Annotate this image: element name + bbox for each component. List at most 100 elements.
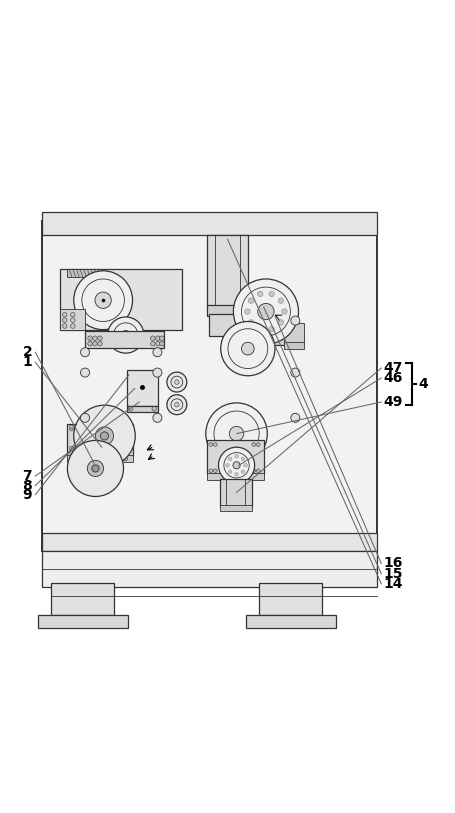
Bar <box>259 583 323 615</box>
Bar <box>207 441 264 474</box>
Circle shape <box>258 303 274 320</box>
Circle shape <box>62 318 67 323</box>
Circle shape <box>74 425 78 428</box>
Circle shape <box>62 312 67 317</box>
Circle shape <box>245 309 250 315</box>
Bar <box>85 331 164 348</box>
Circle shape <box>153 348 162 357</box>
Circle shape <box>206 403 267 464</box>
Bar <box>42 533 377 551</box>
Circle shape <box>98 341 102 346</box>
Circle shape <box>125 446 129 450</box>
Bar <box>42 551 377 587</box>
Circle shape <box>121 428 124 431</box>
Circle shape <box>151 341 155 346</box>
Circle shape <box>97 457 101 461</box>
Text: 49: 49 <box>384 395 403 409</box>
Bar <box>284 342 304 349</box>
Circle shape <box>233 462 240 469</box>
Bar <box>246 615 336 628</box>
Circle shape <box>116 446 120 450</box>
Text: 7: 7 <box>22 469 32 483</box>
Bar <box>60 309 85 329</box>
Polygon shape <box>109 423 131 436</box>
Bar <box>67 269 101 277</box>
Bar <box>207 305 248 316</box>
Circle shape <box>98 336 102 341</box>
Text: 47: 47 <box>384 361 403 375</box>
Circle shape <box>153 413 162 422</box>
Circle shape <box>209 469 212 472</box>
Circle shape <box>152 406 157 411</box>
Circle shape <box>175 380 179 385</box>
Bar <box>246 334 288 346</box>
Polygon shape <box>78 436 100 449</box>
Circle shape <box>269 291 274 297</box>
Circle shape <box>101 432 109 440</box>
Circle shape <box>90 457 94 461</box>
Polygon shape <box>104 410 117 432</box>
Circle shape <box>81 413 90 422</box>
Circle shape <box>92 465 99 472</box>
Polygon shape <box>74 470 91 485</box>
Circle shape <box>213 442 217 446</box>
Circle shape <box>258 291 263 297</box>
Bar <box>209 314 268 337</box>
Text: 9: 9 <box>22 488 32 502</box>
Polygon shape <box>91 473 103 493</box>
Circle shape <box>291 316 300 325</box>
Circle shape <box>74 405 135 467</box>
Circle shape <box>88 336 92 341</box>
Bar <box>127 406 158 412</box>
Polygon shape <box>99 472 118 484</box>
Bar <box>60 268 182 329</box>
Circle shape <box>229 426 244 441</box>
Circle shape <box>167 372 187 392</box>
Circle shape <box>79 451 82 454</box>
Circle shape <box>228 457 232 461</box>
Polygon shape <box>107 440 127 458</box>
Circle shape <box>79 428 82 431</box>
Text: 4: 4 <box>418 377 428 391</box>
Circle shape <box>226 463 229 467</box>
Circle shape <box>248 320 253 325</box>
Circle shape <box>151 336 155 341</box>
Circle shape <box>258 327 263 332</box>
Circle shape <box>70 446 73 450</box>
Polygon shape <box>92 440 105 463</box>
Circle shape <box>125 428 129 431</box>
Text: 46: 46 <box>384 371 403 385</box>
Circle shape <box>291 413 300 422</box>
Circle shape <box>252 442 256 446</box>
Circle shape <box>79 425 82 428</box>
Circle shape <box>79 446 82 450</box>
Polygon shape <box>82 414 102 432</box>
Circle shape <box>74 451 78 454</box>
Circle shape <box>252 469 256 472</box>
Circle shape <box>104 457 107 461</box>
Bar <box>220 479 253 506</box>
Circle shape <box>81 348 90 357</box>
Polygon shape <box>100 451 117 467</box>
Circle shape <box>213 469 217 472</box>
Circle shape <box>282 309 287 315</box>
Circle shape <box>209 442 212 446</box>
Text: 2: 2 <box>22 346 32 359</box>
Circle shape <box>76 457 80 461</box>
Circle shape <box>70 425 73 428</box>
Circle shape <box>70 457 73 461</box>
Circle shape <box>121 451 124 454</box>
Circle shape <box>257 469 260 472</box>
Bar <box>38 615 128 628</box>
Circle shape <box>70 428 73 431</box>
Circle shape <box>153 368 162 377</box>
Circle shape <box>257 442 260 446</box>
Text: 8: 8 <box>22 479 32 493</box>
Circle shape <box>117 457 121 461</box>
Bar <box>207 235 248 307</box>
Circle shape <box>242 342 254 355</box>
Circle shape <box>125 451 129 454</box>
Circle shape <box>124 457 127 461</box>
Circle shape <box>121 446 124 450</box>
Circle shape <box>241 470 245 473</box>
